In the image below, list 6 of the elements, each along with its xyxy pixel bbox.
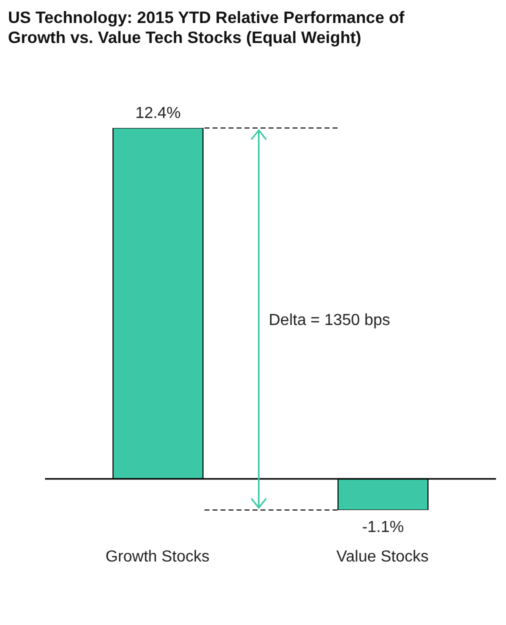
annotation: Delta = 1350 bps [268, 312, 390, 329]
data-label: -1.1% [362, 519, 404, 536]
chart-title: US Technology: 2015 YTD Relative Performance of Growth vs. Value Tech Stocks (Equal Weight) [8, 8, 406, 48]
x-tick-label: Value Stocks [336, 548, 429, 566]
x-tick-label: Growth Stocks [105, 548, 210, 566]
data-label: 12.4% [135, 105, 181, 122]
